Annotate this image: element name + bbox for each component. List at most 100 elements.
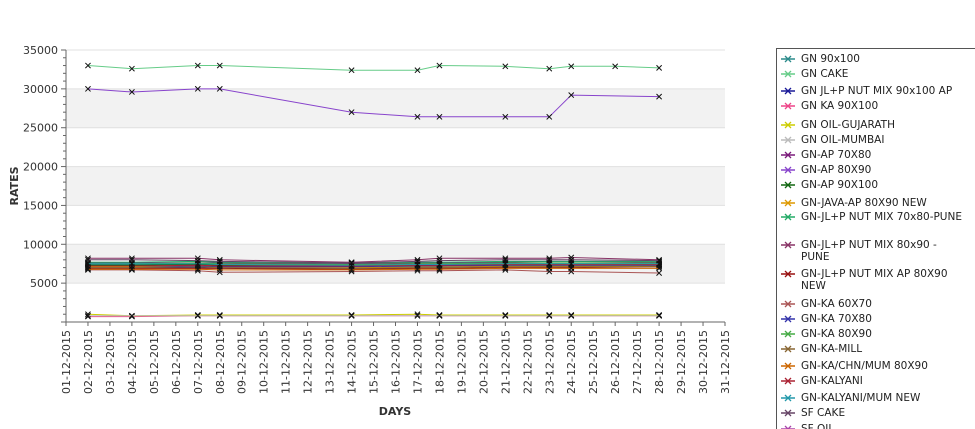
data-point-marker xyxy=(128,313,135,320)
data-point-marker xyxy=(85,263,91,269)
data-point-marker xyxy=(348,312,355,319)
legend-label: GN-JL+P NUT MIX 70x80-PUNE xyxy=(801,211,962,223)
data-point-marker xyxy=(546,65,553,72)
data-point-marker xyxy=(436,255,443,262)
x-tick-label: 14-12-2015 xyxy=(346,330,359,394)
series-group xyxy=(85,311,663,319)
x-tick-label: 30-12-2015 xyxy=(697,330,710,394)
y-tick-label: 25000 xyxy=(23,122,58,135)
y-tick-label: 5000 xyxy=(30,277,58,290)
series-group xyxy=(85,312,663,319)
axes xyxy=(61,49,726,326)
data-point-marker xyxy=(568,312,575,319)
legend-label: GN-KA-MILL xyxy=(801,343,863,355)
data-point-marker xyxy=(85,312,91,319)
plot-bands xyxy=(66,88,725,284)
legend-marker-icon xyxy=(781,151,795,159)
x-tick-label: 31-12-2015 xyxy=(719,330,732,394)
legend-marker-icon xyxy=(781,70,795,78)
data-point-marker xyxy=(568,63,575,70)
x-tick-label: 17-12-2015 xyxy=(411,330,424,394)
legend-marker-icon xyxy=(781,121,795,129)
data-point-marker xyxy=(194,312,201,318)
legend-marker-icon xyxy=(781,270,795,278)
x-tick-label: 13-12-2015 xyxy=(324,330,337,394)
x-tick-label: 27-12-2015 xyxy=(631,330,644,394)
legend-marker-icon xyxy=(781,166,795,174)
data-point-marker xyxy=(502,113,509,120)
data-point-marker xyxy=(656,93,663,100)
data-point-marker xyxy=(216,312,223,319)
data-point-marker xyxy=(568,261,575,268)
data-point-marker xyxy=(568,254,575,261)
data-point-marker xyxy=(502,312,509,318)
x-tick-label: 11-12-2015 xyxy=(280,330,293,394)
legend-label: SF CAKE xyxy=(801,407,846,419)
data-point-marker xyxy=(85,256,91,263)
x-tick-label: 22-12-2015 xyxy=(521,330,534,394)
x-tick-label: 21-12-2015 xyxy=(499,330,512,394)
data-point-marker xyxy=(85,313,91,320)
data-point-marker xyxy=(85,62,91,69)
data-point-marker xyxy=(568,256,575,263)
x-tick-label: 03-12-2015 xyxy=(104,330,117,394)
x-tick-label: 20-12-2015 xyxy=(477,330,490,394)
series-group xyxy=(85,62,663,74)
data-point-marker xyxy=(216,85,223,92)
data-point-marker xyxy=(216,62,223,69)
x-tick-label: 05-12-2015 xyxy=(148,330,161,394)
legend-label: GN KA 90X100 xyxy=(801,100,879,112)
x-tick-label: 12-12-2015 xyxy=(302,330,315,394)
legend-marker-icon xyxy=(781,425,795,429)
grid-lines xyxy=(66,49,725,284)
legend-label: SF OIL xyxy=(801,423,835,429)
data-point-marker xyxy=(436,257,443,264)
data-point-marker xyxy=(128,263,135,269)
data-point-marker xyxy=(546,312,553,319)
y-tick-label: 35000 xyxy=(23,44,58,57)
legend-label: GN-JAVA-AP 80X90 NEW xyxy=(801,197,927,209)
y-axis-title: RATES xyxy=(8,166,21,205)
data-point-marker xyxy=(414,312,421,319)
y-tick-label: 30000 xyxy=(23,83,58,96)
y-tick-label: 10000 xyxy=(23,238,58,251)
data-point-marker xyxy=(502,312,509,319)
data-point-marker xyxy=(436,62,443,69)
data-point-marker xyxy=(414,113,421,120)
x-tick-label: 08-12-2015 xyxy=(214,330,227,394)
legend-label: GN-AP 70X80 xyxy=(801,149,872,161)
data-point-marker xyxy=(656,312,663,318)
data-point-marker xyxy=(194,257,201,264)
chart-legend: GN 90x100 GN CAKE GN JL+P NUT MIX 90x100 A… xyxy=(776,48,975,429)
legend-label: GN OIL-GUJARATH xyxy=(801,119,895,131)
x-tick-label: 09-12-2015 xyxy=(236,330,249,394)
data-point-marker xyxy=(216,269,223,276)
y-tick-label: 20000 xyxy=(23,161,58,174)
legend-marker-icon xyxy=(781,241,795,249)
data-point-marker xyxy=(502,261,509,268)
data-point-marker xyxy=(546,113,553,120)
data-point-marker xyxy=(656,270,663,276)
data-point-marker xyxy=(568,312,575,318)
data-point-marker xyxy=(348,259,355,266)
legend-marker-icon xyxy=(781,87,795,95)
x-tick-label: 18-12-2015 xyxy=(433,330,446,394)
data-point-marker xyxy=(568,92,575,99)
data-point-marker xyxy=(348,109,355,116)
data-point-marker xyxy=(546,312,553,318)
legend-label: GN JL+P NUT MIX 90x100 AP xyxy=(801,85,953,97)
x-tick-label: 01-12-2015 xyxy=(60,330,73,394)
legend-label: GN-KALYANI/MUM NEW xyxy=(801,392,921,404)
data-point-marker xyxy=(194,62,201,69)
legend-marker-icon xyxy=(781,377,795,385)
legend-marker-icon xyxy=(781,362,795,370)
legend-marker-icon xyxy=(781,199,795,207)
data-point-marker xyxy=(128,65,135,72)
legend-label: GN-KA/CHN/MUM 80X90 xyxy=(801,360,928,372)
legend-label: GN-KA 80X90 xyxy=(801,328,872,340)
data-point-marker xyxy=(502,63,509,70)
legend-marker-icon xyxy=(781,300,795,308)
data-point-marker xyxy=(656,257,663,264)
legend-label: GN-JL+P NUT MIX 80x90 - PUNE xyxy=(801,239,937,263)
data-point-marker xyxy=(436,312,443,319)
